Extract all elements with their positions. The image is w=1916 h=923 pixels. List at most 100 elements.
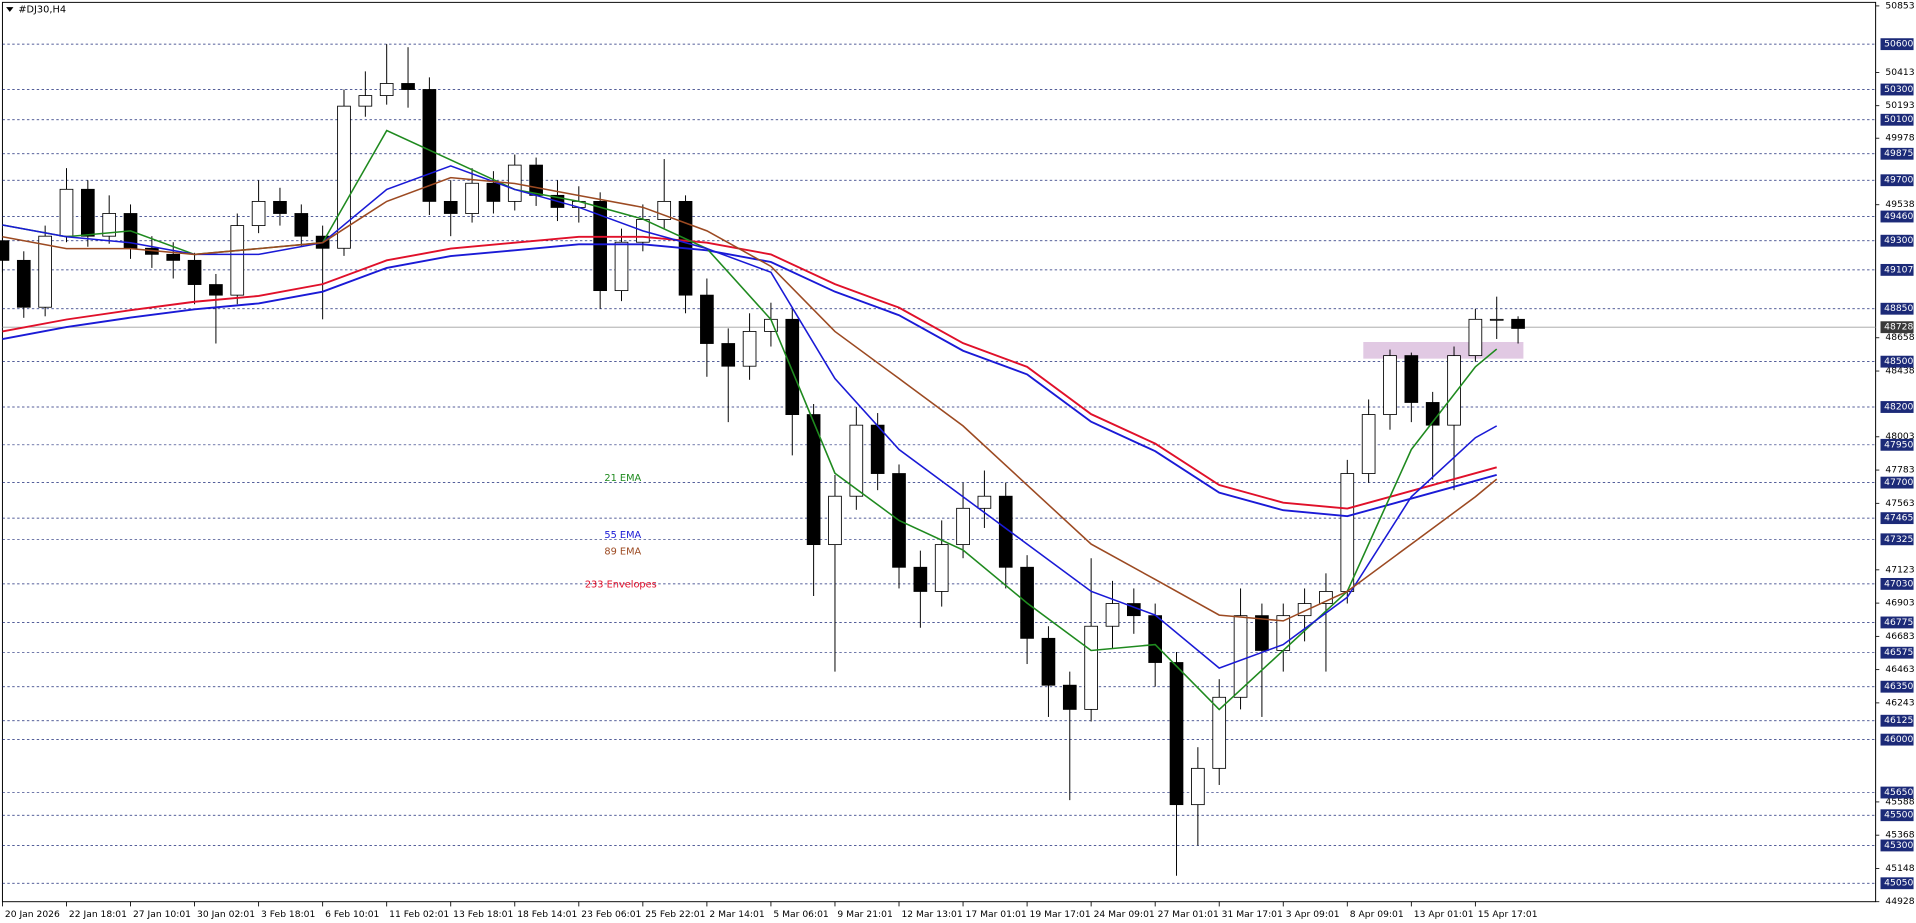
- level-label: 46125: [1884, 716, 1913, 726]
- level-box: [1880, 533, 1914, 546]
- line-label: 21 EMA: [604, 473, 641, 484]
- candle-body: [806, 414, 821, 546]
- y-tick-label: 47123: [1885, 565, 1914, 575]
- candle-body: [956, 507, 970, 546]
- level-label: 46775: [1884, 618, 1913, 628]
- x-tick-label: 11 Feb 02:01: [389, 910, 449, 920]
- x-tick-label: 23 Feb 06:01: [581, 910, 641, 920]
- level-box: [1880, 714, 1914, 727]
- candle-body: [1383, 355, 1397, 415]
- x-tick-label: 19 Mar 17:01: [1030, 910, 1091, 920]
- candle-body: [1361, 414, 1376, 474]
- level-label: 47325: [1884, 535, 1913, 545]
- level-label: 50300: [1884, 85, 1913, 95]
- envelope-label: 233 Envelopes: [585, 580, 657, 591]
- x-tick-label: 13 Feb 18:01: [453, 910, 513, 920]
- level-box: [1880, 263, 1914, 276]
- level-box: [1880, 733, 1914, 746]
- candle-body: [998, 495, 1013, 568]
- y-tick-label: 47783: [1885, 466, 1914, 476]
- x-tick-label: 27 Mar 01:01: [1158, 910, 1219, 920]
- level-box: [1880, 210, 1914, 223]
- candle-body: [657, 200, 672, 220]
- candle-body: [785, 318, 800, 415]
- candle-body: [721, 343, 736, 367]
- level-box: [1880, 355, 1914, 368]
- menu-arrow[interactable]: [6, 7, 14, 12]
- candle-body: [1447, 355, 1461, 426]
- level-box: [1880, 616, 1914, 629]
- level-box: [1880, 877, 1914, 890]
- candle-body: [209, 284, 223, 296]
- x-tick-label: 17 Mar 01:01: [965, 910, 1026, 920]
- level-label: 49300: [1884, 236, 1913, 246]
- x-tick-label: 31 Mar 17:01: [1222, 910, 1283, 920]
- candle-body: [166, 253, 181, 261]
- x-tick-label: 2 Mar 14:01: [709, 910, 764, 920]
- y-tick-label: 50413: [1885, 68, 1914, 78]
- level-box: [1880, 302, 1914, 315]
- candle-body: [1191, 767, 1205, 806]
- current-price-label: 48728: [1884, 323, 1913, 333]
- level-label: 47465: [1884, 514, 1913, 524]
- y-tick-label: 44928: [1885, 897, 1914, 907]
- level-label: 45500: [1884, 811, 1913, 821]
- y-tick-label: 45588: [1885, 797, 1914, 807]
- level-box: [1880, 786, 1914, 799]
- line-label: 55 EMA: [604, 530, 641, 541]
- candle-body: [614, 241, 629, 292]
- candle-body: [16, 259, 31, 308]
- level-box: [1880, 83, 1914, 96]
- level-box: [1880, 174, 1914, 187]
- candle-body: [1169, 662, 1184, 806]
- candle-body: [913, 566, 928, 592]
- chart-title: #DJ30,H4: [18, 5, 66, 16]
- candle-body: [230, 225, 245, 296]
- candle-body: [828, 495, 842, 546]
- level-label: 46575: [1884, 648, 1913, 658]
- level-label: 50600: [1884, 40, 1913, 50]
- level-label: 47030: [1884, 579, 1913, 589]
- y-tick-label: 45368: [1885, 831, 1914, 841]
- level-box: [1880, 438, 1914, 451]
- x-tick-label: 3 Apr 09:01: [1286, 910, 1340, 920]
- level-label: 50100: [1884, 115, 1913, 125]
- level-label: 49460: [1884, 212, 1913, 222]
- level-label: 47950: [1884, 440, 1913, 450]
- candle-body: [1148, 615, 1163, 663]
- envelope-upper: [2, 235, 1497, 510]
- candle-body: [1041, 637, 1056, 686]
- y-tick-label: 46463: [1885, 665, 1914, 675]
- y-tick-label: 47563: [1885, 499, 1914, 509]
- x-tick-label: 9 Mar 21:01: [837, 910, 892, 920]
- ema-line: [2, 176, 1498, 622]
- level-box: [1880, 38, 1914, 51]
- y-tick-label: 46903: [1885, 599, 1914, 609]
- y-tick-label: 46243: [1885, 698, 1914, 708]
- envelope-lower: [2, 243, 1497, 518]
- y-tick-label: 49538: [1885, 200, 1914, 210]
- y-tick-label: 50853: [1885, 1, 1914, 11]
- x-tick-label: 8 Apr 09:01: [1350, 910, 1404, 920]
- level-box: [1880, 512, 1914, 525]
- level-label: 48850: [1884, 304, 1913, 314]
- y-tick-label: 45148: [1885, 864, 1914, 874]
- level-label: 47700: [1884, 478, 1913, 488]
- candle-body: [187, 259, 202, 285]
- candle-body: [1062, 684, 1077, 710]
- x-tick-label: 13 Apr 01:01: [1414, 910, 1474, 920]
- candle-body: [81, 188, 95, 237]
- candle-body: [38, 235, 52, 308]
- level-label: 45650: [1884, 788, 1913, 798]
- y-tick-label: 48003: [1885, 432, 1914, 442]
- level-label: 49107: [1884, 265, 1913, 275]
- level-box: [1880, 680, 1914, 693]
- candle-body: [742, 331, 757, 367]
- candle-body: [934, 544, 949, 592]
- candle-body: [1511, 318, 1525, 329]
- y-tick-label: 49978: [1885, 134, 1914, 144]
